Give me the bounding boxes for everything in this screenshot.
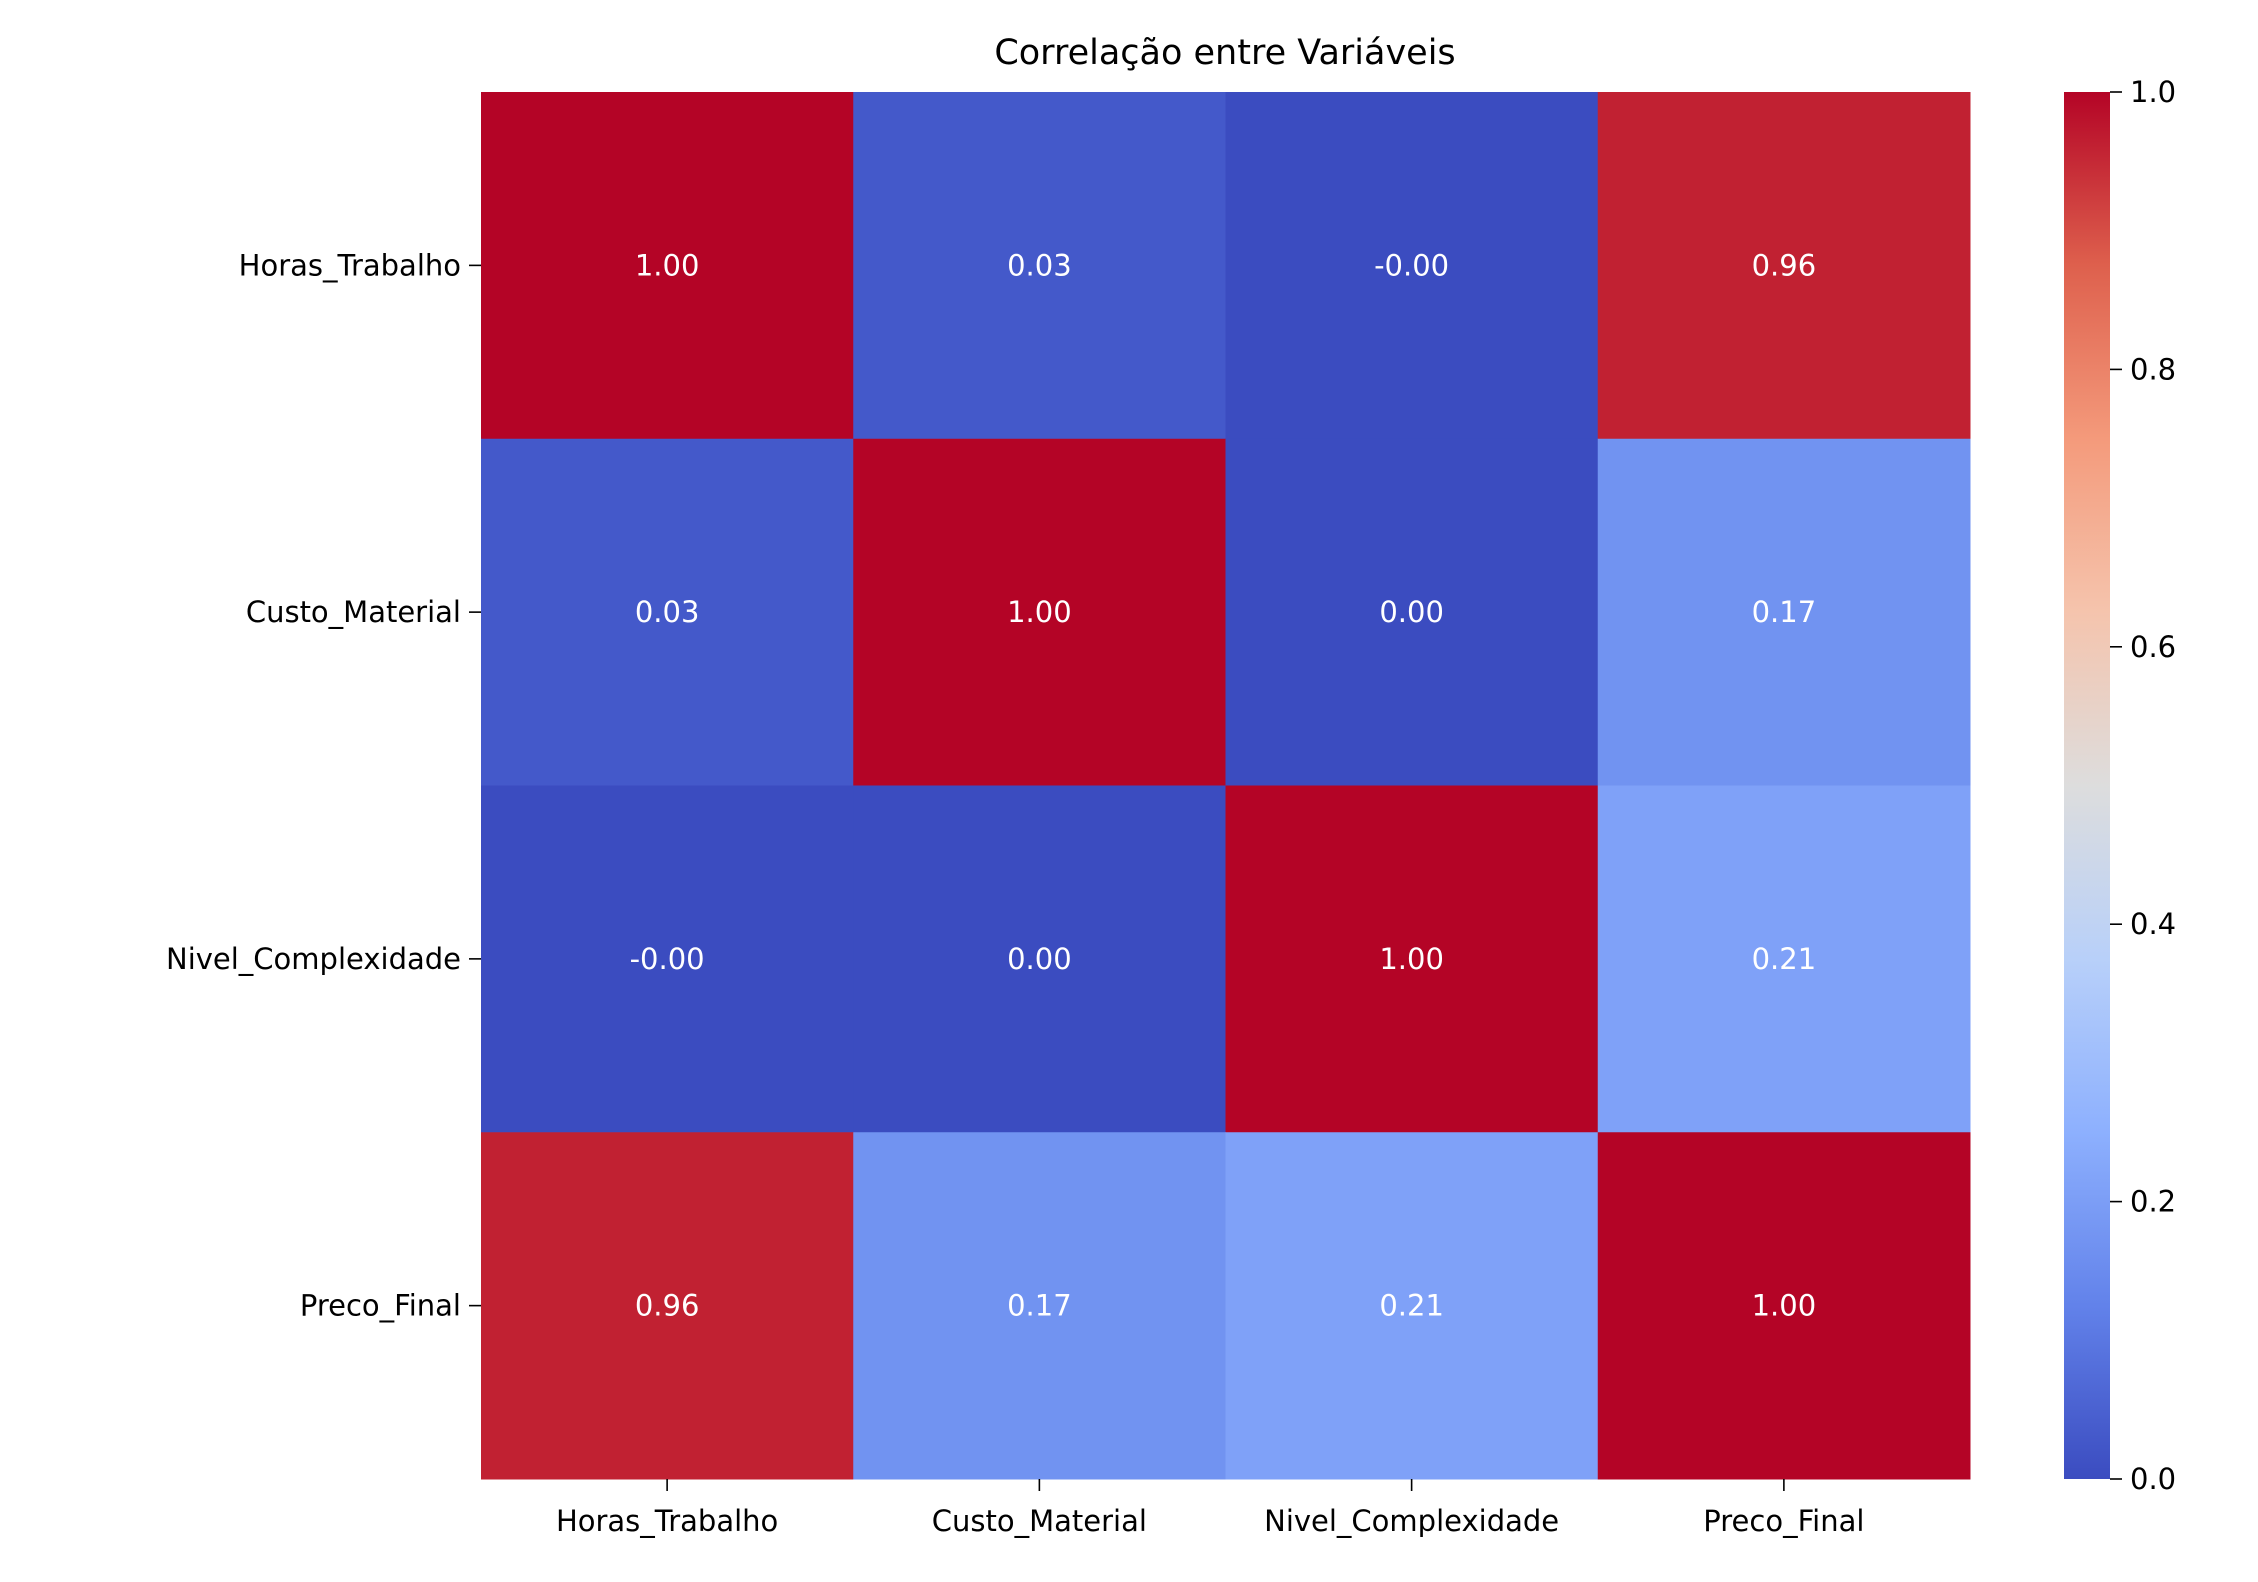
heatmap-cell (1225, 785, 1599, 1133)
heatmap-cell (1597, 92, 1971, 440)
colorbar-tick-label: 0.0 (2130, 1462, 2176, 1496)
y-axis: Horas_Trabalho Custo_Material Nivel_Comple… (166, 248, 481, 1323)
cell-annotation: 1.00 (635, 248, 700, 282)
heatmap-cell (853, 1132, 1226, 1480)
x-axis: Horas_Trabalho Custo_Material Nivel_Comple… (556, 1479, 1864, 1538)
cell-annotation: 1.00 (1007, 595, 1072, 629)
colorbar-tick-label: 1.0 (2130, 75, 2176, 109)
cell-annotation: 0.17 (1752, 595, 1817, 629)
heatmap-cell (853, 438, 1226, 786)
x-tick-label: Custo_Material (932, 1504, 1147, 1538)
colorbar: 0.0 0.2 0.4 0.6 0.8 1.0 (2064, 75, 2176, 1496)
heatmap-cells: 1.00 0.03 -0.00 0.96 0.03 1.00 0.00 0.17 -0.00 0.… (481, 92, 1971, 1480)
colorbar-tick-label: 0.2 (2130, 1185, 2176, 1219)
cell-annotation: 0.17 (1007, 1289, 1072, 1323)
heatmap-cell (481, 785, 854, 1133)
cell-annotation: 1.00 (1752, 1289, 1817, 1323)
y-tick-label: Nivel_Complexidade (166, 942, 461, 976)
cell-annotation: 0.03 (635, 595, 700, 629)
cell-annotation: -0.00 (630, 942, 705, 976)
x-tick-label: Preco_Final (1703, 1504, 1864, 1538)
cell-annotation: -0.00 (1374, 248, 1449, 282)
heatmap-cell (1225, 92, 1599, 440)
heatmap-cell (481, 92, 854, 440)
cell-annotation: 1.00 (1379, 942, 1444, 976)
cell-annotation: 0.21 (1379, 1289, 1444, 1323)
heatmap-cell (481, 438, 854, 786)
colorbar-gradient (2064, 92, 2110, 1479)
colorbar-tick-label: 0.6 (2130, 630, 2176, 664)
cell-annotation: 0.00 (1007, 942, 1072, 976)
cell-annotation: 0.21 (1752, 942, 1817, 976)
cell-annotation: 0.96 (635, 1289, 700, 1323)
heatmap-cell (1597, 438, 1971, 786)
cell-annotation: 0.96 (1752, 248, 1817, 282)
heatmap-cell (853, 785, 1226, 1133)
cell-annotation: 0.03 (1007, 248, 1072, 282)
y-tick-label: Custo_Material (246, 595, 461, 629)
heatmap-cell (853, 92, 1226, 440)
y-tick-label: Horas_Trabalho (239, 248, 461, 282)
x-tick-label: Nivel_Complexidade (1264, 1504, 1559, 1538)
colorbar-tick-label: 0.8 (2130, 352, 2176, 386)
chart-title: Correlação entre Variáveis (994, 33, 1455, 73)
heatmap-cell (1225, 1132, 1599, 1480)
x-tick-label: Horas_Trabalho (556, 1504, 778, 1538)
heatmap-cell (1597, 1132, 1971, 1480)
heatmap-cell (481, 1132, 854, 1480)
cell-annotation: 0.00 (1379, 595, 1444, 629)
heatmap-cell (1597, 785, 1971, 1133)
y-tick-label: Preco_Final (300, 1289, 461, 1323)
heatmap-cell (1225, 438, 1599, 786)
colorbar-tick-label: 0.4 (2130, 907, 2176, 941)
